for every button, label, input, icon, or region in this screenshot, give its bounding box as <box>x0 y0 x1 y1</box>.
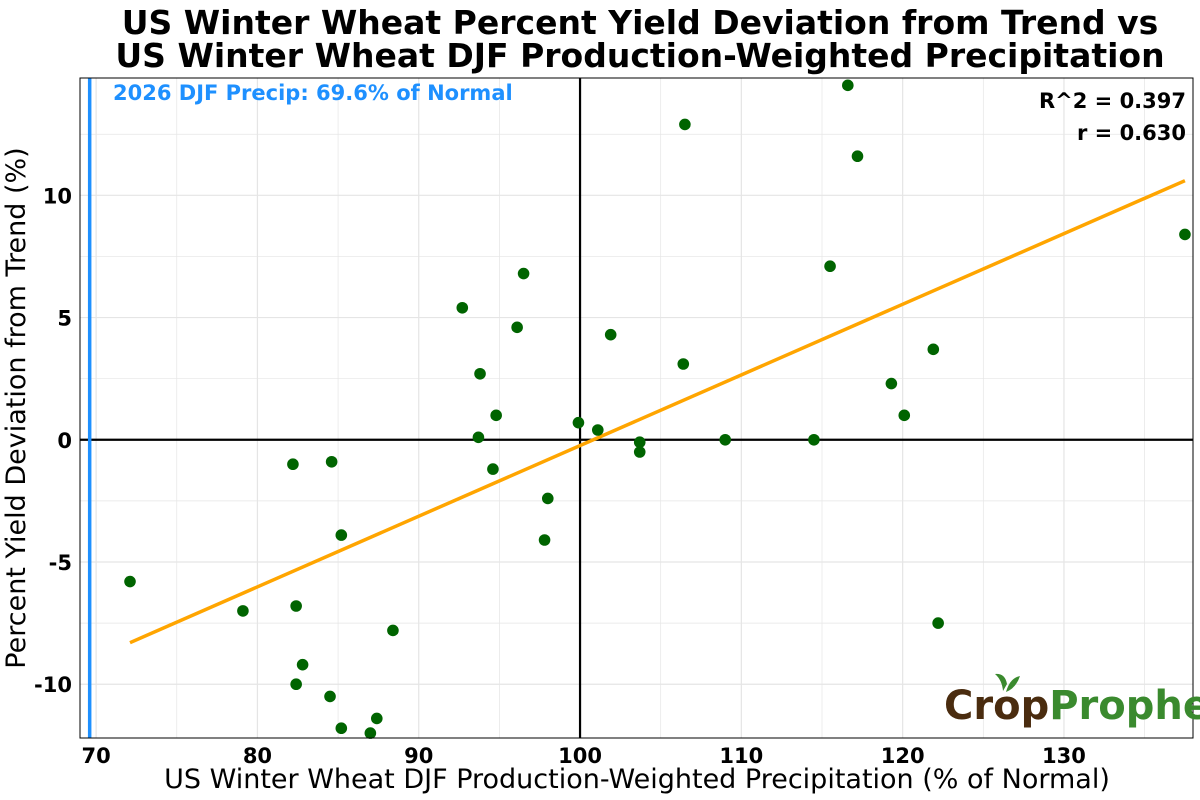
data-point <box>335 529 348 541</box>
data-point <box>842 79 854 92</box>
chart-title-line-1: US Winter Wheat Percent Yield Deviation … <box>122 3 1159 42</box>
data-point <box>324 690 336 703</box>
data-point <box>474 367 486 380</box>
data-point <box>364 727 377 739</box>
r-squared-stat: R^2 = 0.397 <box>1039 89 1186 113</box>
data-point <box>633 446 646 458</box>
x-tick-labels: 70 80 90 100 110 120 130 <box>82 744 1086 768</box>
x-tick-label: 130 <box>1042 744 1086 768</box>
data-point <box>290 678 302 691</box>
x-tick-label: 110 <box>719 744 763 768</box>
data-point <box>808 433 820 446</box>
data-point <box>824 260 836 273</box>
data-point <box>719 433 732 446</box>
data-point <box>335 722 348 735</box>
data-point <box>604 328 617 341</box>
data-point <box>325 455 338 468</box>
data-point <box>538 534 551 546</box>
data-point <box>885 377 898 390</box>
data-point <box>387 624 399 637</box>
y-tick-label: 10 <box>43 184 72 208</box>
logo-text-crop: Crop <box>944 683 1049 729</box>
x-axis-label: US Winter Wheat DJF Production-Weighted … <box>164 764 1110 795</box>
logo-text-prophet: Prophet <box>1049 683 1200 729</box>
r-stat: r = 0.630 <box>1077 121 1186 145</box>
data-point <box>490 409 502 422</box>
grid <box>80 78 1193 738</box>
data-point <box>511 321 523 334</box>
sprout-icon <box>995 673 1020 692</box>
data-point <box>237 605 249 617</box>
data-points <box>124 79 1191 739</box>
data-point <box>296 658 309 671</box>
data-point <box>487 463 499 475</box>
plot-frame <box>79 77 1194 739</box>
y-tick-label: 0 <box>57 429 72 453</box>
data-point <box>932 617 944 629</box>
x-tick-label: 120 <box>881 744 925 768</box>
data-point <box>677 358 690 370</box>
y-tick-labels: -10 -5 0 5 10 <box>34 184 72 697</box>
x-tick-label: 90 <box>404 744 433 768</box>
data-point <box>517 267 530 280</box>
data-point <box>456 301 469 314</box>
data-point <box>898 409 911 422</box>
data-point <box>851 150 864 163</box>
y-tick-label: -5 <box>49 551 72 575</box>
data-point <box>927 343 940 356</box>
data-point <box>290 600 302 612</box>
data-point <box>124 575 136 588</box>
chart-title-line-2: US Winter Wheat DJF Production-Weighted … <box>115 36 1164 75</box>
data-point <box>591 424 604 436</box>
x-tick-label: 100 <box>558 744 602 768</box>
x-tick-label: 80 <box>243 744 272 768</box>
data-point <box>572 416 585 429</box>
data-point <box>541 492 554 505</box>
data-point <box>287 458 299 471</box>
current-precip-annotation: 2026 DJF Precip: 69.6% of Normal <box>113 81 513 105</box>
trendline <box>129 179 1186 645</box>
data-point <box>1179 228 1191 241</box>
trendline-group <box>129 179 1186 645</box>
cropprophet-logo: CropProphet <box>944 673 1200 729</box>
data-point <box>472 431 485 444</box>
zero-lines <box>80 78 1193 738</box>
data-point <box>633 436 646 449</box>
svg-text:CropProphet: CropProphet <box>944 683 1200 729</box>
y-tick-label: 5 <box>57 307 72 331</box>
data-point <box>371 712 383 725</box>
data-point <box>679 118 691 131</box>
x-tick-label: 70 <box>82 744 111 768</box>
y-tick-label: -10 <box>34 673 72 697</box>
y-axis-label: Percent Yield Deviation from Trend (%) <box>1 147 32 668</box>
